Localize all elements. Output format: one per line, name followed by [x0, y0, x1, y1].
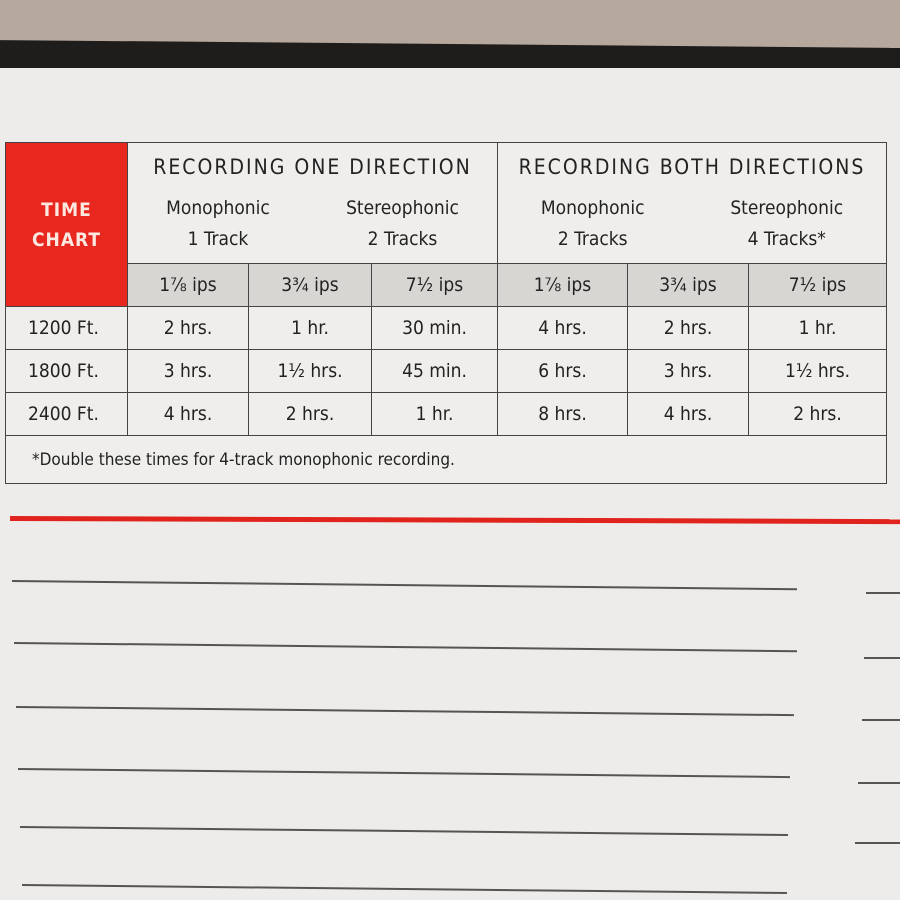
- time-chart-label: TIME CHART: [5, 142, 128, 307]
- time-chart-table: TIME CHART RECORDING ONE DIRECTION Monoph…: [5, 142, 887, 484]
- time-cell: 2 hrs.: [627, 306, 749, 350]
- tape-length: 1200 Ft.: [5, 306, 128, 350]
- speed-header: 3¾ ips: [627, 263, 749, 307]
- time-cell: 1 hr.: [748, 306, 887, 350]
- time-cell: 8 hrs.: [497, 392, 628, 436]
- table-row: 1200 Ft. 2 hrs. 1 hr. 30 min. 4 hrs. 2 hrs. 1…: [5, 306, 887, 350]
- group-one-direction: RECORDING ONE DIRECTION Monophonic 1 Trac…: [127, 142, 498, 264]
- time-cell: 45 min.: [371, 349, 498, 393]
- time-cell: 2 hrs.: [127, 306, 249, 350]
- group-both-directions: RECORDING BOTH DIRECTIONS Monophonic 2 Tr…: [497, 142, 887, 264]
- mode: Stereophonic: [346, 197, 459, 219]
- time-cell: 1 hr.: [248, 306, 372, 350]
- time-cell: 3 hrs.: [127, 349, 249, 393]
- speed-header: 1⅞ ips: [127, 263, 249, 307]
- mode: Monophonic: [166, 197, 270, 219]
- table-row: 1800 Ft. 3 hrs. 1½ hrs. 45 min. 6 hrs. 3 hrs…: [5, 349, 887, 393]
- time-cell: 4 hrs.: [627, 392, 749, 436]
- mode: Stereophonic: [730, 197, 844, 219]
- time-cell: 6 hrs.: [497, 349, 628, 393]
- mode: Monophonic: [540, 197, 645, 219]
- writing-line-short: [864, 657, 900, 659]
- time-cell: 2 hrs.: [748, 392, 887, 436]
- footnote: *Double these times for 4-track monophon…: [5, 435, 887, 484]
- table-row: 2400 Ft. 4 hrs. 2 hrs. 1 hr. 8 hrs. 4 hrs. 2 …: [5, 392, 887, 436]
- writing-line-short: [858, 782, 900, 784]
- time-cell: 3 hrs.: [627, 349, 749, 393]
- title-line: TIME: [41, 198, 92, 221]
- title-line: CHART: [31, 228, 102, 251]
- tracks: 4 Tracks*: [747, 228, 826, 250]
- time-cell: 4 hrs.: [127, 392, 249, 436]
- tracks: 1 Track: [187, 228, 249, 250]
- time-cell: 4 hrs.: [497, 306, 628, 350]
- time-cell: 1½ hrs.: [748, 349, 887, 393]
- tracks: 2 Tracks: [367, 228, 438, 250]
- speed-header: 3¾ ips: [248, 263, 372, 307]
- speed-header: 1⅞ ips: [497, 263, 628, 307]
- time-cell: 2 hrs.: [248, 392, 372, 436]
- writing-line-short: [866, 592, 900, 594]
- writing-line-short: [862, 719, 900, 721]
- group-title: RECORDING BOTH DIRECTIONS: [518, 155, 866, 179]
- speed-header: 7½ ips: [371, 263, 498, 307]
- tracks: 2 Tracks: [557, 228, 628, 250]
- speed-header: 7½ ips: [748, 263, 887, 307]
- tape-length: 1800 Ft.: [5, 349, 128, 393]
- time-cell: 30 min.: [371, 306, 498, 350]
- tape-length: 2400 Ft.: [5, 392, 128, 436]
- time-cell: 1 hr.: [371, 392, 498, 436]
- writing-line-short: [855, 842, 900, 844]
- group-title: RECORDING ONE DIRECTION: [153, 155, 472, 179]
- background-surface: [0, 0, 900, 48]
- time-cell: 1½ hrs.: [248, 349, 372, 393]
